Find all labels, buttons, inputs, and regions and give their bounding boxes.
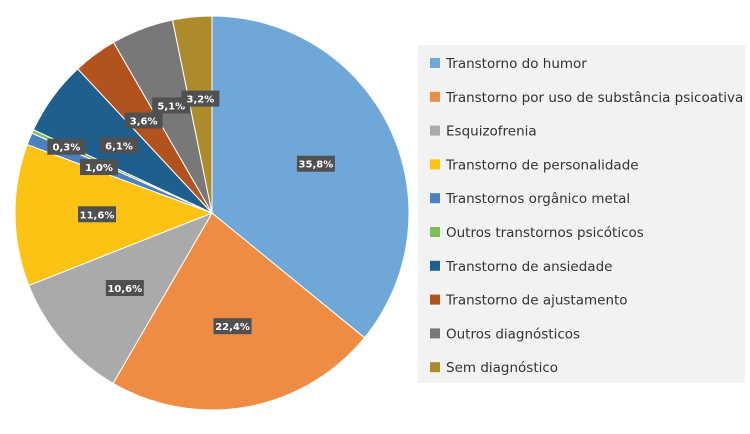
data-label-box (124, 112, 163, 129)
legend-label: Transtorno de personalidade (445, 157, 639, 173)
data-label: 11,6% (80, 210, 115, 221)
legend-label: Sem diagnóstico (446, 360, 558, 376)
legend-label: Outros transtornos psicóticos (446, 225, 644, 241)
data-label-box (105, 280, 144, 297)
legend-label: Transtorno de ansiedade (445, 259, 612, 275)
data-label-box (47, 138, 86, 155)
data-label-box (213, 318, 252, 335)
pie-slice (112, 212, 366, 411)
data-label: 0,3% (52, 143, 80, 154)
data-label: 22,4% (215, 322, 250, 333)
legend-swatch (430, 91, 440, 102)
data-label: 10,6% (107, 284, 142, 295)
legend-swatch (430, 294, 440, 305)
legend-swatch (430, 362, 440, 373)
legend-label: Outros diagnósticos (446, 326, 580, 342)
data-label-box (99, 137, 138, 154)
data-label: 6,1% (105, 141, 133, 152)
data-label-box (296, 155, 335, 172)
legend-swatch (430, 260, 440, 271)
legend-swatch (430, 227, 440, 237)
data-label-box (78, 206, 117, 223)
data-label-box (152, 97, 191, 114)
pie-slice (28, 212, 214, 385)
data-label: 3,2% (187, 95, 215, 106)
legend-label: Transtorno por uso de substância psicoat… (445, 90, 743, 106)
legend-label: Transtornos orgânico metal (445, 191, 630, 207)
legend-label: Transtorno do humor (445, 56, 587, 72)
legend-swatch (430, 193, 440, 204)
pie-slice (171, 15, 213, 214)
legend-swatch (430, 328, 440, 339)
legend-label: Esquizofrenia (446, 124, 537, 140)
data-label: 3,6% (130, 117, 158, 128)
data-label-box (181, 90, 220, 107)
legend-box (418, 45, 745, 383)
legend-swatch (430, 125, 440, 136)
data-label: 35,8% (299, 160, 334, 171)
legend-swatch (430, 58, 440, 68)
data-label: 5,1% (157, 101, 185, 112)
data-label-box (79, 159, 118, 176)
data-label: 1,0% (85, 163, 113, 174)
pie-slice (211, 15, 410, 339)
legend-swatch (430, 159, 440, 170)
legend-label: Transtorno de ajustamento (445, 293, 628, 309)
